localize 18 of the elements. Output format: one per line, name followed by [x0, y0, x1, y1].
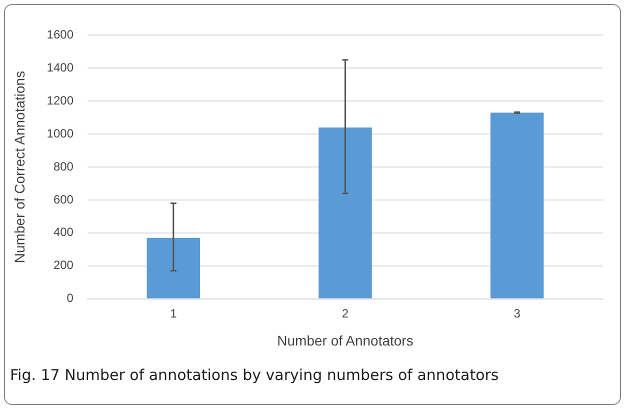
x-tick-label: 2: [342, 306, 349, 320]
x-tick-label: 3: [514, 306, 521, 320]
y-tick-label: 0: [66, 291, 74, 306]
y-tick-label: 1200: [46, 93, 74, 108]
y-tick-label: 800: [53, 159, 74, 174]
y-tick-label: 600: [53, 192, 74, 206]
y-tick-label: 200: [53, 258, 74, 272]
x-axis-title: Number of Annotators: [277, 332, 414, 348]
bar: [146, 238, 200, 298]
y-tick-label: 400: [53, 225, 74, 240]
x-tick-label: 1: [170, 306, 178, 320]
y-tick-label: 1000: [46, 126, 74, 140]
y-tick-label: 1600: [46, 28, 74, 42]
bar: [490, 112, 544, 298]
caption: Fig. 17 Number of annotations by varying numbers of annotators: [10, 366, 500, 384]
bar: [318, 127, 372, 298]
y-axis-title: Number of Correct Annotations: [11, 70, 28, 264]
y-tick-label: 1400: [46, 60, 74, 74]
